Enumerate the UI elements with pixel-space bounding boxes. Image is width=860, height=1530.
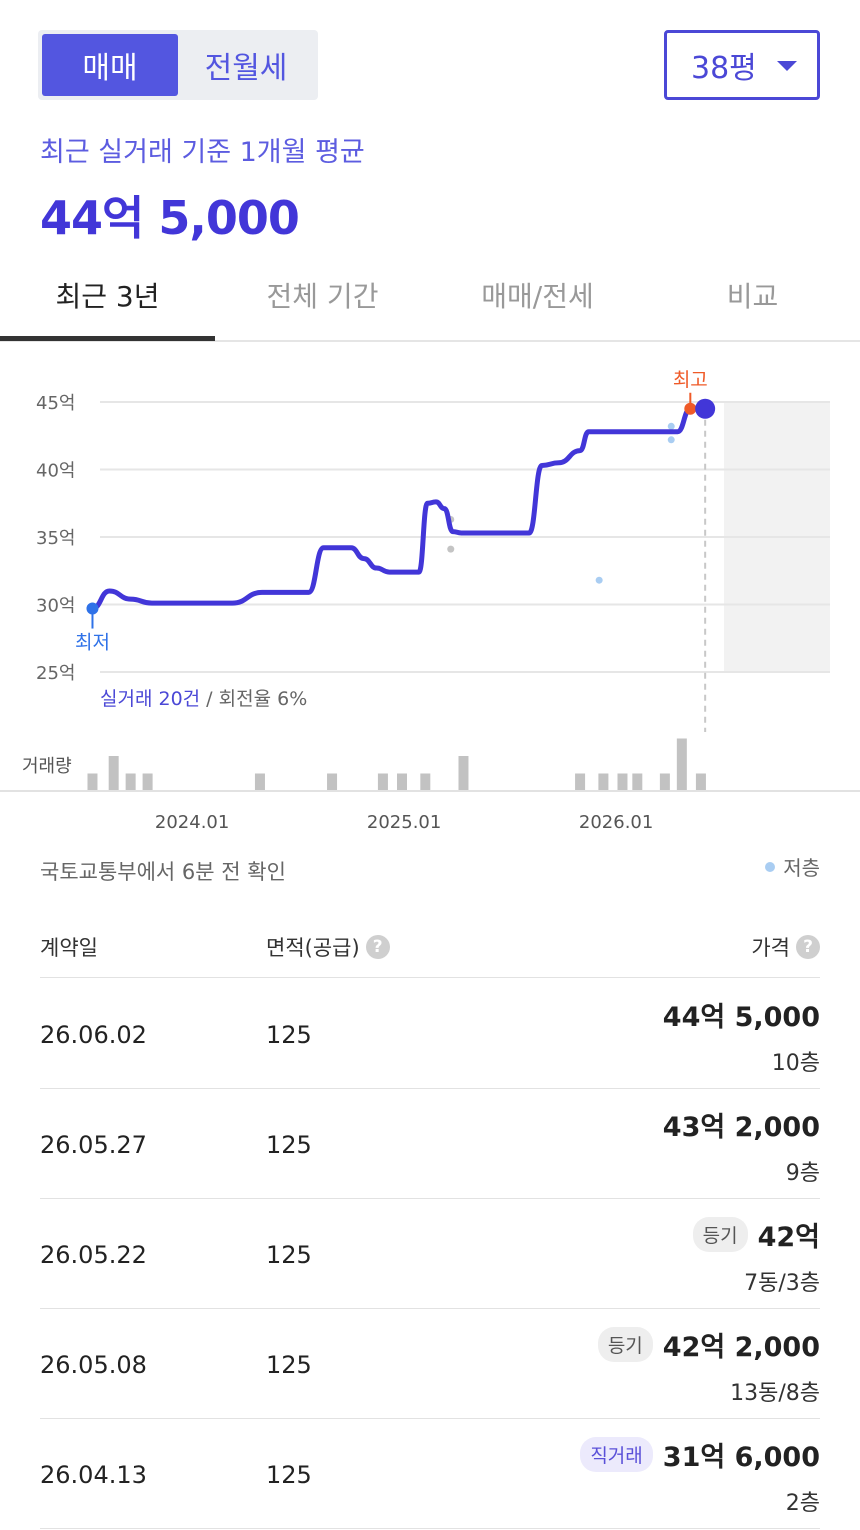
legend-low-floor: 저층 bbox=[783, 856, 820, 880]
deal-point bbox=[667, 436, 675, 444]
deal-date: 26.05.27 bbox=[40, 1131, 147, 1159]
deal-point bbox=[667, 422, 675, 430]
deal-point bbox=[595, 576, 603, 584]
deal-area: 125 bbox=[266, 1241, 312, 1269]
trade-type-segment: 매매 전월세 bbox=[38, 30, 318, 100]
volume-bar bbox=[676, 738, 687, 791]
volume-bar bbox=[142, 773, 153, 791]
table-row[interactable]: 26.06.02 125 44억 5,000 10층 bbox=[40, 979, 820, 1089]
price-chart[interactable]: 45억 40억 35억 30억 25억 2024.01 2025.01 2026.01 최저… bbox=[0, 342, 860, 852]
tab-recent-3-years[interactable]: 최근 3년 bbox=[55, 280, 160, 313]
x-tick-label: 2024.01 bbox=[155, 812, 229, 833]
volume-bar bbox=[397, 773, 407, 791]
volume-bar bbox=[575, 773, 586, 791]
volume-bar bbox=[617, 773, 628, 791]
average-price: 44억 5,000 bbox=[40, 191, 300, 245]
deal-price: 31억 6,000 bbox=[662, 1442, 820, 1473]
current-point bbox=[695, 398, 716, 419]
tab-compare[interactable]: 비교 bbox=[726, 280, 779, 313]
high-label: 최고 bbox=[673, 369, 708, 391]
low-label: 최저 bbox=[75, 632, 110, 654]
table-row[interactable]: 26.04.13 125 직거래 31억 6,000 2층 bbox=[40, 1419, 820, 1529]
y-tick-label: 35억 bbox=[36, 528, 75, 549]
volume-bar bbox=[125, 773, 136, 791]
trade-stats: 실거래 20건 / 회전율 6% bbox=[100, 688, 307, 710]
deal-price: 44억 5,000 bbox=[662, 1002, 820, 1033]
data-source: 국토교통부에서 6분 전 확인 bbox=[40, 860, 286, 884]
deal-date: 26.05.08 bbox=[40, 1351, 147, 1379]
price-cell: 43억 2,000 bbox=[663, 1105, 820, 1144]
deal-floor: 13동/8층 bbox=[730, 1381, 820, 1406]
deal-badge: 등기 bbox=[597, 1327, 653, 1362]
volume-bar bbox=[87, 773, 98, 791]
legend: 저층 bbox=[765, 852, 820, 881]
y-tick-label: 25억 bbox=[36, 663, 75, 684]
table-row[interactable]: 26.05.27 125 43억 2,000 9층 bbox=[40, 1089, 820, 1199]
help-icon[interactable]: ? bbox=[796, 935, 820, 959]
size-select-value: 38평 bbox=[691, 51, 757, 86]
price-cell: 등기 42억 bbox=[692, 1215, 820, 1254]
y-tick-label: 45억 bbox=[36, 393, 75, 414]
rent-tab-button[interactable]: 전월세 bbox=[204, 51, 288, 86]
table-row[interactable]: 26.05.22 125 등기 42억 7동/3층 bbox=[40, 1199, 820, 1309]
low-floor-dot-icon bbox=[765, 861, 776, 872]
deal-badge: 등기 bbox=[692, 1217, 748, 1252]
deal-area: 125 bbox=[266, 1461, 312, 1489]
table-row[interactable]: 26.05.08 125 등기 42억 2,000 13동/8층 bbox=[40, 1309, 820, 1419]
price-cell: 44억 5,000 bbox=[663, 995, 820, 1034]
deal-area: 125 bbox=[266, 1351, 312, 1379]
volume-bar bbox=[327, 773, 338, 791]
active-tab-indicator bbox=[0, 336, 215, 341]
help-icon[interactable]: ? bbox=[365, 935, 390, 959]
col-area: 면적(공급) ? bbox=[266, 932, 390, 962]
price-cell: 등기 42억 2,000 bbox=[597, 1325, 820, 1364]
deal-price: 42억 2,000 bbox=[662, 1332, 820, 1363]
price-cell: 직거래 31억 6,000 bbox=[580, 1435, 820, 1474]
volume-bar bbox=[377, 773, 388, 791]
deal-floor: 7동/3층 bbox=[744, 1271, 820, 1296]
x-tick-label: 2026.01 bbox=[579, 812, 653, 833]
col-price: 가격 ? bbox=[751, 932, 820, 962]
sale-tab-button[interactable]: 매매 bbox=[42, 34, 178, 96]
size-select[interactable]: 38평 bbox=[664, 30, 820, 100]
volume-bar bbox=[108, 756, 119, 791]
price-trend-line bbox=[89, 406, 708, 612]
low-marker bbox=[86, 602, 99, 615]
deal-price: 42억 bbox=[757, 1222, 820, 1253]
y-tick-label: 30억 bbox=[36, 596, 75, 617]
volume-bar bbox=[598, 773, 609, 791]
deal-date: 26.06.02 bbox=[40, 1021, 147, 1049]
y-tick-label: 40억 bbox=[36, 461, 75, 482]
x-tick-label: 2025.01 bbox=[367, 812, 441, 833]
volume-bar bbox=[632, 773, 643, 791]
deal-date: 26.04.13 bbox=[40, 1461, 147, 1489]
volume-bar bbox=[420, 773, 431, 791]
deal-floor: 9층 bbox=[785, 1161, 820, 1186]
tab-sale-jeonse[interactable]: 매매/전세 bbox=[481, 280, 594, 313]
deal-date: 26.05.22 bbox=[40, 1241, 147, 1269]
col-date: 계약일 bbox=[40, 936, 98, 960]
deal-area: 125 bbox=[266, 1021, 312, 1049]
deal-floor: 2층 bbox=[785, 1491, 820, 1516]
deal-price: 43억 2,000 bbox=[662, 1112, 820, 1143]
caret-down-icon bbox=[777, 61, 797, 71]
deal-point bbox=[447, 545, 455, 553]
average-label: 최근 실거래 기준 1개월 평균 bbox=[40, 137, 365, 168]
deal-floor: 10층 bbox=[771, 1051, 820, 1076]
volume-label: 거래량 bbox=[22, 756, 72, 777]
volume-bar bbox=[458, 756, 469, 791]
deal-area: 125 bbox=[266, 1131, 312, 1159]
volume-bar bbox=[659, 773, 670, 791]
high-marker bbox=[684, 402, 697, 415]
volume-bar bbox=[695, 773, 706, 791]
volume-bar bbox=[254, 773, 265, 791]
tab-all-period[interactable]: 전체 기간 bbox=[266, 280, 379, 313]
deal-badge: 직거래 bbox=[580, 1437, 653, 1472]
period-tabs: 최근 3년 전체 기간 매매/전세 비교 bbox=[0, 250, 860, 342]
deal-table-header: 계약일 면적(공급) ? 가격 ? bbox=[40, 916, 820, 978]
